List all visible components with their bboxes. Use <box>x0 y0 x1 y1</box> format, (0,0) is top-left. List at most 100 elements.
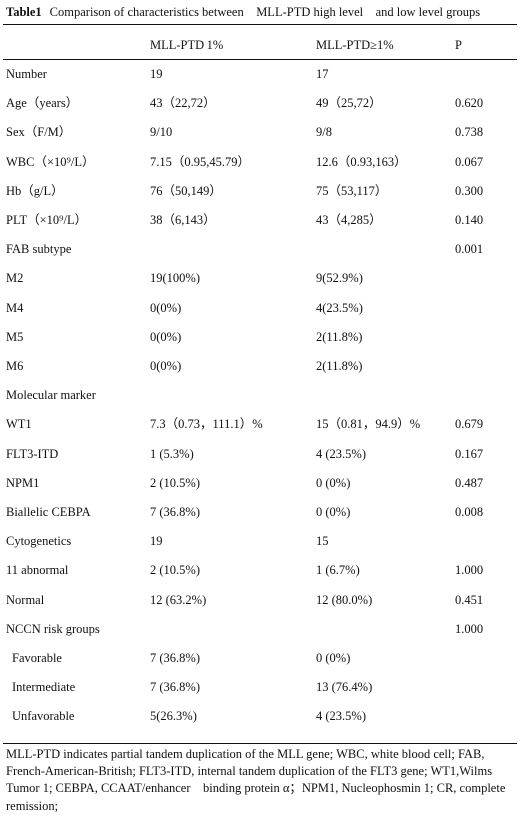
table-row: Intermediate 7 (36.8%) 13 (76.4%) <box>0 679 520 697</box>
table-row: M2 19(100%) 9(52.9%) <box>0 270 520 288</box>
row-label: NPM1 <box>6 475 40 490</box>
p-value: 0.008 <box>455 505 484 519</box>
table-row: Sex（F/M） 9/10 9/8 0.738 <box>0 124 520 142</box>
high-group-value: 1 (6.7%) <box>316 563 360 578</box>
high-group-value: 13 (76.4%) <box>316 680 373 695</box>
table-body: Number 19 17 Age（years） 43（22,72） 49（25,72） 0.… <box>0 66 520 726</box>
table-row: M4 0(0%) 4(23.5%) <box>0 300 520 318</box>
row-label: Cytogenetics <box>6 534 72 549</box>
low-group-value: 12 (63.2%) <box>150 592 207 607</box>
high-group-value: 15（0.81，94.9）% <box>316 417 421 432</box>
p-value: 1.000 <box>455 563 484 578</box>
high-group-value: 0 (0%) <box>316 475 351 490</box>
low-group-value: 5(26.3%) <box>150 709 197 724</box>
table-row: 11 abnormal 2 (10.5%) 1 (6.7%) 1.000 <box>0 562 520 580</box>
high-group-value: 4 (23.5%) <box>316 709 366 724</box>
row-label: WBC（×10⁹/L） <box>6 154 95 169</box>
table-row: PLT（×10⁹/L） 38（6,143） 43（4,285） 0.140 <box>0 212 520 230</box>
bottom-rule <box>3 743 517 745</box>
top-rule <box>3 24 517 26</box>
low-group-value: 76（50,149） <box>150 183 222 198</box>
low-group-value: 38（6,143） <box>150 213 216 227</box>
low-group-value: 7 (36.8%) <box>150 505 200 519</box>
high-group-value: 2(11.8%) <box>316 329 363 344</box>
table-title: Comparison of characteristics between ML… <box>49 5 481 19</box>
high-group-value: 43（4,285） <box>316 213 382 227</box>
low-group-value: 43（22,72） <box>150 96 216 111</box>
table-footnote: MLL-PTD indicates partial tandem duplica… <box>6 747 509 813</box>
table-row: Molecular marker <box>0 387 520 405</box>
row-label: M2 <box>6 271 24 286</box>
low-group-value: 7.3（0.73，111.1）% <box>150 417 263 432</box>
p-value: 0.300 <box>455 183 484 198</box>
table-row: NPM1 2 (10.5%) 0 (0%) 0.487 <box>0 475 520 493</box>
p-value: 1.000 <box>455 621 484 636</box>
high-group-value: 0 (0%) <box>316 505 351 519</box>
row-label: Molecular marker <box>6 388 96 403</box>
low-group-value: 19 <box>150 67 163 81</box>
p-value: 0.487 <box>455 475 484 490</box>
p-value: 0.620 <box>455 96 484 111</box>
p-value: 0.167 <box>455 446 484 461</box>
table-row: WBC（×10⁹/L） 7.15（0.95,45.79） 12.6（0.93,163… <box>0 154 520 172</box>
row-label: Normal <box>6 592 45 607</box>
table-row: Number 19 17 <box>0 66 520 84</box>
row-label: 11 abnormal <box>6 563 69 578</box>
table-row: Favorable 7 (36.8%) 0 (0%) <box>0 650 520 668</box>
low-group-value: 7 (36.8%) <box>150 651 200 665</box>
high-group-value: 4(23.5%) <box>316 300 363 315</box>
row-label: FAB subtype <box>6 242 72 257</box>
table-row: NCCN risk groups 1.000 <box>0 621 520 639</box>
high-group-value: 0 (0%) <box>316 651 351 665</box>
row-label: Number <box>6 67 47 81</box>
low-group-value: 1 (5.3%) <box>150 446 194 461</box>
column-header-high: MLL-PTD≥1% <box>316 38 394 52</box>
low-group-value: 19(100%) <box>150 271 200 286</box>
row-label: Favorable <box>12 651 62 665</box>
low-group-value: 2 (10.5%) <box>150 563 200 578</box>
p-value: 0.679 <box>455 417 484 432</box>
table-row: Cytogenetics 19 15 <box>0 533 520 551</box>
table-row: Biallelic CEBPA 7 (36.8%) 0 (0%) 0.008 <box>0 504 520 522</box>
row-label: Age（years） <box>6 96 79 111</box>
header-rule <box>3 59 517 60</box>
high-group-value: 2(11.8%) <box>316 359 363 373</box>
row-label: Sex（F/M） <box>6 125 72 140</box>
row-label: M6 <box>6 359 24 373</box>
high-group-value: 9(52.9%) <box>316 271 363 286</box>
row-label: FLT3-ITD <box>6 446 59 461</box>
high-group-value: 12 (80.0%) <box>316 592 373 607</box>
p-value: 0.067 <box>455 154 484 169</box>
low-group-value: 0(0%) <box>150 300 182 315</box>
high-group-value: 12.6（0.93,163） <box>316 154 407 169</box>
table-row: Normal 12 (63.2%) 12 (80.0%) 0.451 <box>0 592 520 610</box>
low-group-value: 7.15（0.95,45.79） <box>150 154 251 169</box>
p-value: 0.140 <box>455 213 484 227</box>
table-row: FAB subtype 0.001 <box>0 241 520 259</box>
low-group-value: 19 <box>150 534 163 549</box>
high-group-value: 49（25,72） <box>316 96 382 111</box>
row-label: PLT（×10⁹/L） <box>6 213 88 227</box>
table-row: M5 0(0%) 2(11.8%) <box>0 329 520 347</box>
row-label: Biallelic CEBPA <box>6 505 91 519</box>
p-value: 0.738 <box>455 125 484 140</box>
p-value: 0.451 <box>455 592 484 607</box>
low-group-value: 0(0%) <box>150 329 182 344</box>
row-label: WT1 <box>6 417 32 432</box>
table-row: Hb（g/L） 76（50,149） 75（53,117） 0.300 <box>0 183 520 201</box>
high-group-value: 15 <box>316 534 329 549</box>
table-row: Age（years） 43（22,72） 49（25,72） 0.620 <box>0 95 520 113</box>
low-group-value: 9/10 <box>150 125 173 140</box>
high-group-value: 17 <box>316 67 329 81</box>
table-row: Unfavorable 5(26.3%) 4 (23.5%) <box>0 708 520 726</box>
p-value: 0.001 <box>455 242 484 257</box>
row-label: M5 <box>6 329 24 344</box>
low-group-value: 2 (10.5%) <box>150 475 200 490</box>
column-header-p: P <box>455 38 462 52</box>
low-group-value: 7 (36.8%) <box>150 680 200 695</box>
low-group-value: 0(0%) <box>150 359 182 373</box>
high-group-value: 4 (23.5%) <box>316 446 366 461</box>
row-label: Intermediate <box>12 680 76 695</box>
table-row: M6 0(0%) 2(11.8%) <box>0 358 520 376</box>
table-row: FLT3-ITD 1 (5.3%) 4 (23.5%) 0.167 <box>0 446 520 464</box>
